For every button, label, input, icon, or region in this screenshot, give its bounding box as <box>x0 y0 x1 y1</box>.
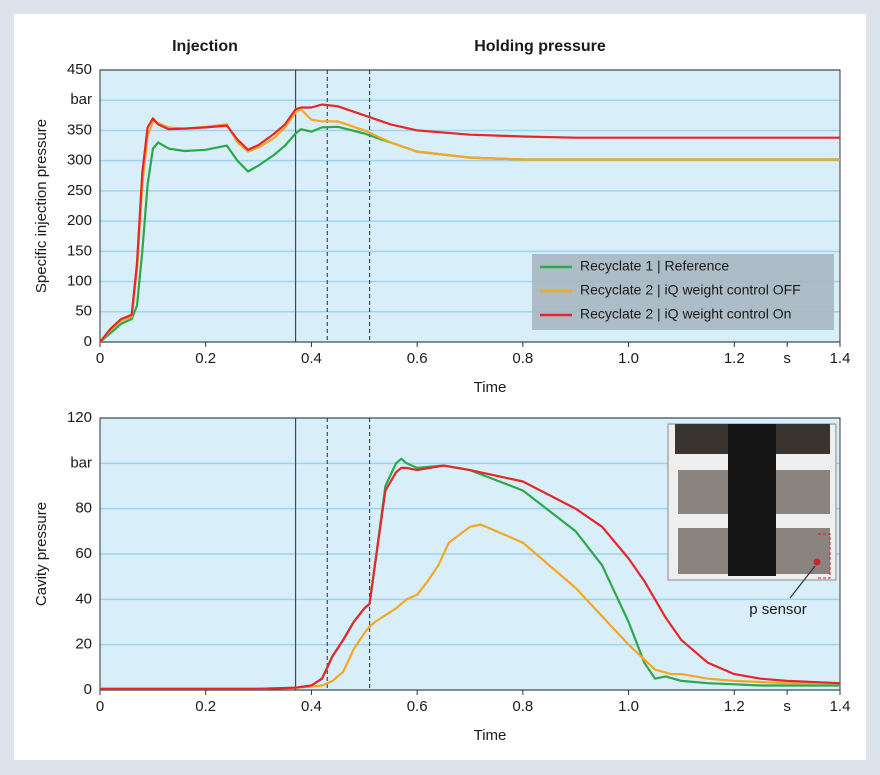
x-axis-label: Time <box>474 379 507 396</box>
y-tick-label: 0 <box>84 333 92 350</box>
x-tick-label: 0.8 <box>512 698 533 715</box>
legend-label: Recyclate 1 | Reference <box>580 258 729 274</box>
x-tick-label: 1.4 <box>830 698 851 715</box>
x-tick-label: s <box>783 698 791 715</box>
y-tick-label: bar <box>70 91 92 108</box>
x-tick-label: 0.2 <box>195 698 216 715</box>
y-tick-label: 80 <box>75 500 92 517</box>
y-tick-label: 120 <box>67 409 92 426</box>
y-tick-label: 450 <box>67 61 92 78</box>
y-tick-label: 200 <box>67 212 92 229</box>
y-tick-label: bar <box>70 454 92 471</box>
x-tick-label: 0 <box>96 350 104 367</box>
y-tick-label: 350 <box>67 121 92 138</box>
series-line <box>100 464 841 690</box>
series-line <box>99 108 840 343</box>
sensor-dot <box>813 558 821 566</box>
x-tick-label: 0.4 <box>301 350 322 367</box>
x-tick-label: 1.2 <box>724 350 745 367</box>
legend-label: Recyclate 2 | iQ weight control OFF <box>580 282 801 298</box>
legend-label: Recyclate 2 | iQ weight control On <box>580 306 791 322</box>
series-line <box>100 523 840 690</box>
y-tick-label: 0 <box>84 681 92 698</box>
y-tick-label: 100 <box>67 273 92 290</box>
x-tick-label: 0 <box>96 698 104 715</box>
x-tick-label: 1.0 <box>618 698 639 715</box>
x-tick-label: 0.6 <box>407 698 428 715</box>
series-line <box>99 103 840 343</box>
x-tick-label: 1.2 <box>724 698 745 715</box>
inset-photo <box>667 423 837 599</box>
x-tick-label: 0.8 <box>512 350 533 367</box>
sensor-bracket <box>818 533 831 579</box>
plot-border <box>99 69 841 343</box>
x-axis-label: Time <box>474 727 507 744</box>
y-tick-label: 300 <box>67 152 92 169</box>
y-axis-label: Specific injection pressure <box>33 119 50 293</box>
x-tick-label: 1.0 <box>618 350 639 367</box>
leader-line <box>789 565 816 599</box>
x-tick-label: s <box>783 350 791 367</box>
legend-box <box>532 254 834 330</box>
inset-label: p sensor <box>749 601 807 618</box>
y-tick-label: 50 <box>75 303 92 320</box>
x-tick-label: 0.2 <box>195 350 216 367</box>
y-tick-label: 20 <box>75 636 92 653</box>
x-tick-label: 0.4 <box>301 698 322 715</box>
x-tick-label: 1.4 <box>830 350 851 367</box>
phase-heading: Injection <box>172 38 238 55</box>
y-tick-label: 250 <box>67 182 92 199</box>
y-tick-label: 40 <box>75 590 92 607</box>
x-tick-label: 0.6 <box>407 350 428 367</box>
y-axis-label: Cavity pressure <box>33 502 50 606</box>
plot-border <box>99 417 841 691</box>
phase-heading: Holding pressure <box>474 38 606 55</box>
photo-part <box>728 424 776 576</box>
y-tick-label: 60 <box>75 545 92 562</box>
y-tick-label: 150 <box>67 242 92 259</box>
